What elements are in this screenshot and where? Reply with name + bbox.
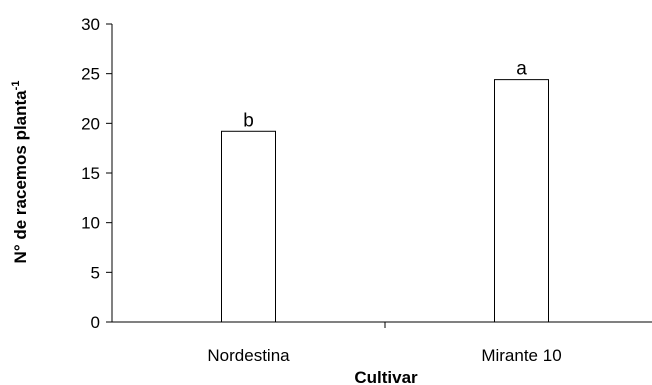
y-tick-label: 5 (91, 263, 100, 282)
x-category-label: Mirante 10 (481, 346, 561, 365)
y-axis-title-main: N° de racemos planta (11, 90, 30, 264)
y-tick-label: 15 (81, 164, 100, 183)
bar-significance-label: b (243, 110, 254, 131)
y-axis: 0 5 10 15 20 25 30 (81, 15, 113, 332)
y-tick-label: 0 (91, 313, 100, 332)
y-axis-title-superscript: -1 (10, 81, 22, 91)
y-tick-label: 10 (81, 214, 100, 233)
x-category-label: Nordestina (207, 346, 290, 365)
y-tick-label: 30 (81, 15, 100, 34)
bar-mirante-10 (494, 79, 549, 323)
bar-significance-label: a (516, 59, 527, 80)
y-tick-label: 25 (81, 65, 100, 84)
y-axis-title: N° de racemos planta-1 (10, 81, 30, 264)
x-axis (112, 321, 652, 328)
y-tick-label: 20 (81, 114, 100, 133)
bar-nordestina (221, 130, 276, 323)
x-axis-title: Cultivar (354, 368, 418, 385)
